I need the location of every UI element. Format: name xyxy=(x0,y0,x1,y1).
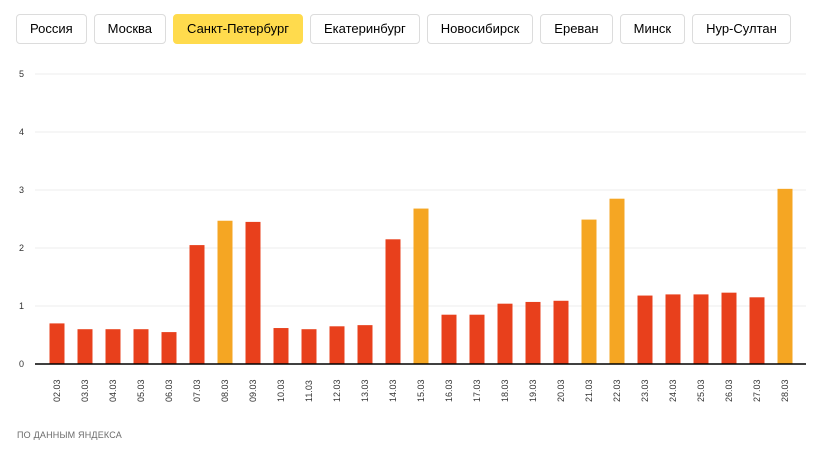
bar-18.03[interactable] xyxy=(497,303,513,364)
city-tabs: Россия Москва Санкт-Петербург Екатеринбург Н… xyxy=(16,14,798,44)
bar-22.03[interactable] xyxy=(609,198,625,364)
bar-25.03[interactable] xyxy=(693,294,709,364)
y-tick-label: 1 xyxy=(19,301,24,311)
y-tick-label: 2 xyxy=(19,243,24,253)
tab-1[interactable]: Москва xyxy=(93,14,167,44)
x-tick-label: 09.03 xyxy=(248,379,258,402)
x-tick-label: 21.03 xyxy=(584,379,594,402)
bar-26.03[interactable] xyxy=(721,292,737,364)
bar-20.03[interactable] xyxy=(553,300,569,364)
bar-11.03[interactable] xyxy=(301,329,317,364)
x-tick-label: 04.03 xyxy=(108,379,118,402)
bar-24.03[interactable] xyxy=(665,294,681,364)
x-axis-ticks: 02.03 03.03 04.03 05.03 06.03 07.03 08.03 09.03… xyxy=(52,379,790,402)
y-tick-label: 5 xyxy=(19,69,24,79)
y-tick-label: 0 xyxy=(19,359,24,369)
source-note: ПО ДАННЫМ ЯНДЕКСА xyxy=(17,430,122,440)
bar-13.03[interactable] xyxy=(357,325,373,364)
x-tick-label: 10.03 xyxy=(276,379,286,402)
x-tick-label: 05.03 xyxy=(136,379,146,402)
bar-15.03[interactable] xyxy=(413,208,429,364)
tab-6[interactable]: Минск xyxy=(619,14,686,44)
x-tick-label: 27.03 xyxy=(752,379,762,402)
bar-09.03[interactable] xyxy=(245,221,261,364)
tab-2[interactable]: Санкт-Петербург xyxy=(173,14,303,44)
x-tick-label: 22.03 xyxy=(612,379,622,402)
bars xyxy=(49,188,793,364)
x-tick-label: 25.03 xyxy=(696,379,706,402)
x-tick-label: 15.03 xyxy=(416,379,426,402)
x-tick-label: 08.03 xyxy=(220,379,230,402)
bar-23.03[interactable] xyxy=(637,295,653,364)
bar-28.03[interactable] xyxy=(777,188,793,364)
x-tick-label: 24.03 xyxy=(668,379,678,402)
tab-5[interactable]: Ереван xyxy=(540,14,613,44)
x-tick-label: 20.03 xyxy=(556,379,566,402)
bar-chart: 0 1 2 3 4 5 02.03 03.03 04.03 05.03 06.03 07.03 08.… xyxy=(19,69,806,402)
x-tick-label: 12.03 xyxy=(332,379,342,402)
x-tick-label: 16.03 xyxy=(444,379,454,402)
x-tick-label: 18.03 xyxy=(500,379,510,402)
y-axis-ticks: 0 1 2 3 4 5 xyxy=(19,69,24,369)
bar-12.03[interactable] xyxy=(329,326,345,364)
bar-14.03[interactable] xyxy=(385,239,401,364)
bar-06.03[interactable] xyxy=(161,332,177,364)
bar-16.03[interactable] xyxy=(441,314,457,364)
x-tick-label: 02.03 xyxy=(52,379,62,402)
tab-4[interactable]: Новосибирск xyxy=(426,14,534,44)
x-tick-label: 23.03 xyxy=(640,379,650,402)
tab-3[interactable]: Екатеринбург xyxy=(310,14,420,44)
bar-04.03[interactable] xyxy=(105,329,121,364)
x-tick-label: 11.03 xyxy=(304,380,314,402)
x-tick-label: 28.03 xyxy=(780,379,790,402)
x-tick-label: 17.03 xyxy=(472,379,482,402)
tab-7[interactable]: Нур-Султан xyxy=(692,14,791,44)
x-tick-label: 07.03 xyxy=(192,379,202,402)
bar-08.03[interactable] xyxy=(217,220,233,364)
bar-17.03[interactable] xyxy=(469,314,485,364)
y-tick-label: 4 xyxy=(19,127,24,137)
x-tick-label: 26.03 xyxy=(724,379,734,402)
y-tick-label: 3 xyxy=(19,185,24,195)
x-tick-label: 03.03 xyxy=(80,379,90,402)
bar-05.03[interactable] xyxy=(133,329,149,364)
bar-07.03[interactable] xyxy=(189,245,205,364)
tab-0[interactable]: Россия xyxy=(16,14,87,44)
x-tick-label: 14.03 xyxy=(388,379,398,402)
x-tick-label: 06.03 xyxy=(164,379,174,402)
bar-10.03[interactable] xyxy=(273,328,289,364)
bar-02.03[interactable] xyxy=(49,323,65,364)
bar-03.03[interactable] xyxy=(77,329,93,364)
x-tick-label: 13.03 xyxy=(360,379,370,402)
x-tick-label: 19.03 xyxy=(528,379,538,402)
bar-19.03[interactable] xyxy=(525,301,541,364)
bar-21.03[interactable] xyxy=(581,219,597,364)
bar-27.03[interactable] xyxy=(749,297,765,364)
